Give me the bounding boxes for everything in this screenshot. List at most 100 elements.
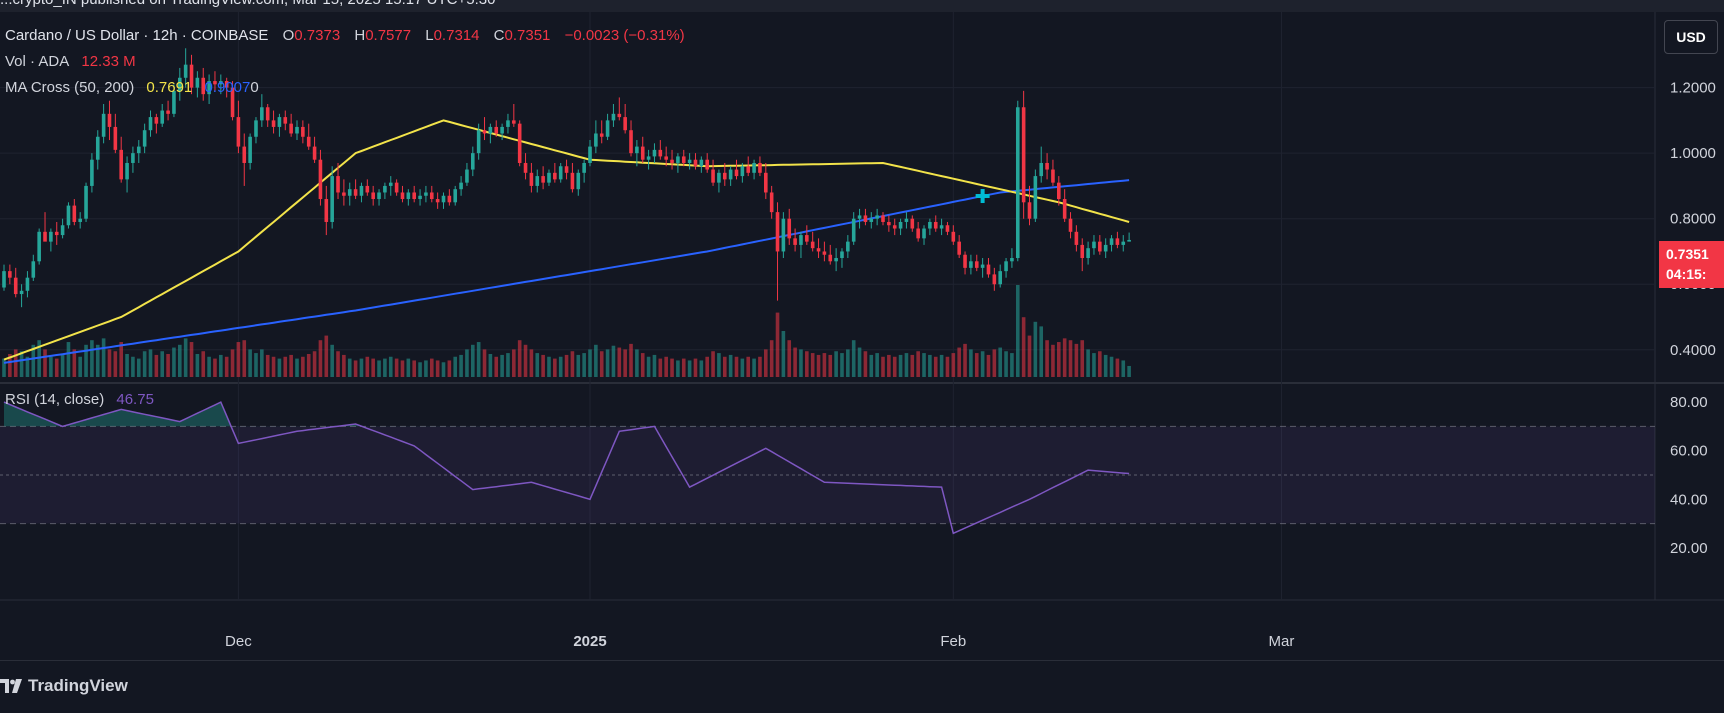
- candle: [1074, 225, 1079, 252]
- volume-bar: [412, 360, 416, 377]
- volume-bar: [1010, 353, 1014, 377]
- candle-body: [148, 117, 153, 131]
- candle: [330, 166, 334, 229]
- ma-cross-marker: [975, 189, 990, 204]
- candle: [25, 271, 30, 298]
- candle: [371, 185, 375, 206]
- candle: [178, 67, 182, 101]
- candle-body: [764, 172, 768, 193]
- candle-body: [916, 228, 920, 239]
- candle-body: [517, 123, 522, 163]
- volume-bar: [406, 358, 411, 377]
- high-label: H: [354, 27, 366, 44]
- candle-body: [576, 172, 581, 190]
- volume-bar: [916, 351, 920, 377]
- time-tick-label: 2025: [573, 633, 606, 650]
- candle-body: [1004, 261, 1008, 272]
- volume-bar: [1051, 344, 1055, 377]
- volume-bar: [793, 347, 797, 377]
- candle-body: [986, 264, 991, 275]
- volume-bar: [617, 347, 622, 377]
- candle: [125, 156, 129, 193]
- volume-bar: [19, 351, 24, 377]
- rsi-label[interactable]: RSI (14, close): [5, 391, 105, 408]
- candle: [640, 136, 645, 163]
- ma-label[interactable]: MA Cross (50, 200): [5, 79, 135, 96]
- brand-name: TradingView: [28, 676, 128, 695]
- volume-bar: [482, 349, 487, 377]
- candle-body: [529, 172, 534, 186]
- volume-bar: [693, 358, 698, 377]
- candle: [869, 212, 874, 229]
- candle: [740, 162, 745, 183]
- candle: [717, 169, 721, 193]
- candle: [834, 248, 838, 272]
- candle-body: [1010, 258, 1014, 262]
- candle: [541, 166, 545, 190]
- candle: [1033, 169, 1038, 222]
- candle-body: [998, 271, 1002, 285]
- volume-bar: [371, 358, 375, 377]
- currency-button[interactable]: USD: [1664, 20, 1718, 54]
- candle: [400, 185, 405, 203]
- candle-body: [406, 192, 411, 200]
- candle-body: [476, 130, 481, 154]
- candle: [476, 123, 481, 160]
- candle: [459, 176, 463, 196]
- low-value: 0.7314: [433, 27, 480, 44]
- volume-bar: [330, 344, 334, 377]
- candle-body: [828, 254, 833, 262]
- candle-body: [992, 274, 997, 285]
- volume-bar: [1027, 335, 1032, 377]
- volume-bar: [72, 349, 77, 377]
- candle-body: [570, 172, 575, 190]
- volume-bar: [605, 349, 610, 377]
- candle-body: [166, 110, 170, 114]
- volume-bar: [746, 356, 751, 377]
- candle-body: [846, 241, 850, 252]
- volume-bar: [388, 356, 393, 377]
- volume-bar: [834, 351, 838, 377]
- candle-body: [670, 159, 674, 163]
- candle: [512, 103, 516, 127]
- candle: [107, 100, 112, 141]
- candle-body: [347, 189, 352, 196]
- volume-bar: [687, 360, 692, 377]
- candle: [676, 153, 680, 173]
- candle: [564, 159, 569, 180]
- candle: [904, 212, 909, 229]
- candle: [764, 162, 768, 200]
- moving-averages: [3, 119, 1130, 364]
- rsi-tick-label: 40.00: [1670, 491, 1708, 508]
- candle-body: [78, 218, 82, 222]
- candle: [1115, 231, 1120, 249]
- candle: [324, 185, 329, 236]
- volume-label[interactable]: Vol · ADA: [5, 53, 70, 70]
- candle: [711, 159, 715, 186]
- change-value: −0.0023 (−0.31%): [564, 27, 685, 44]
- candle-body: [447, 195, 452, 203]
- candle: [1121, 235, 1126, 252]
- candle: [1010, 248, 1014, 268]
- candle-body: [19, 290, 24, 295]
- time-tick-label: Feb: [940, 633, 966, 650]
- candle-body: [336, 176, 340, 193]
- volume-bar: [851, 340, 856, 377]
- volume-bar: [201, 351, 206, 377]
- candle-body: [142, 130, 147, 147]
- volume-bar: [95, 344, 100, 377]
- candle: [13, 267, 18, 298]
- volume-bar: [207, 356, 211, 377]
- tradingview-logo[interactable]: TradingView: [0, 676, 128, 696]
- candle: [705, 153, 709, 173]
- candle-body: [734, 169, 739, 177]
- candle-body: [1045, 162, 1049, 170]
- volume-bar: [283, 356, 288, 377]
- candle: [119, 136, 123, 183]
- candle-body: [236, 117, 241, 147]
- symbol-title[interactable]: Cardano / US Dollar · 12h · COINBASE: [5, 27, 269, 44]
- time-tick-label: Dec: [225, 633, 252, 650]
- candle: [664, 146, 668, 167]
- candle-body: [125, 162, 129, 180]
- volume-bar: [998, 347, 1002, 377]
